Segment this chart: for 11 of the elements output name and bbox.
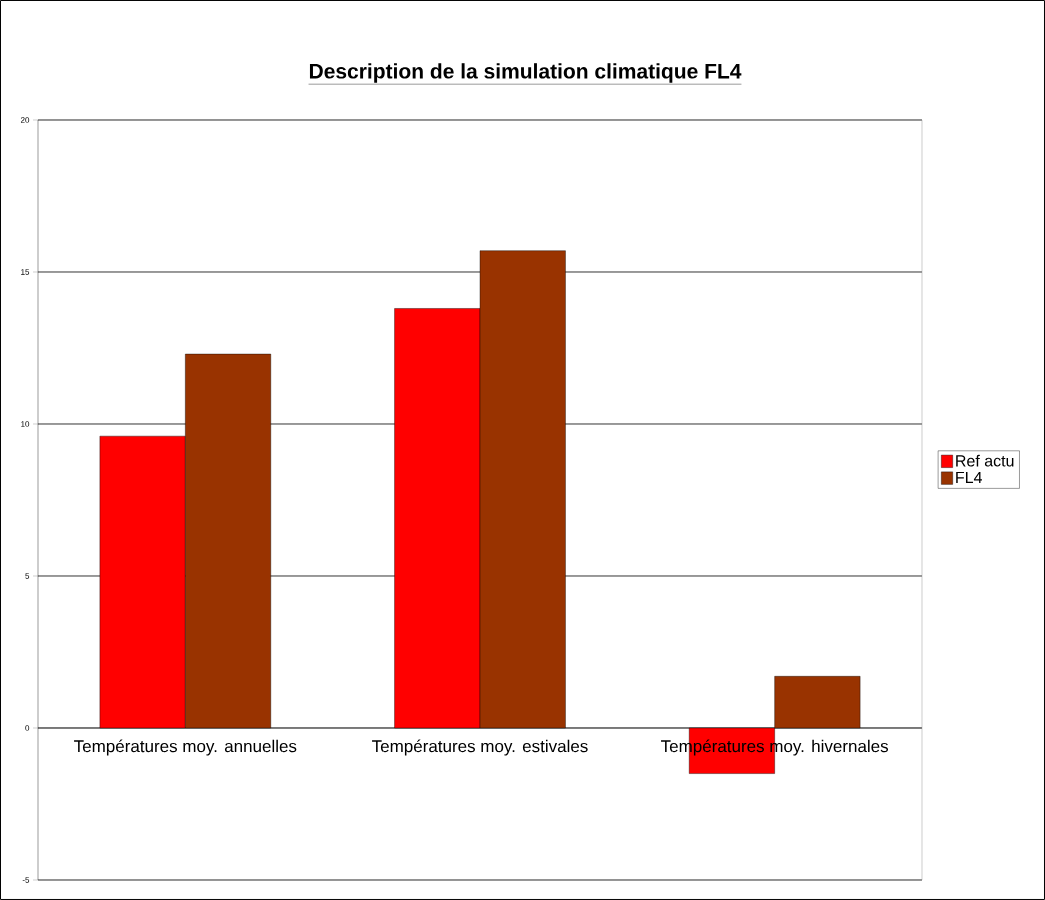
legend-label: Ref actu [956, 454, 1014, 467]
y-tick-label: -5 [22, 877, 30, 883]
legend-label: FL4 [956, 471, 982, 483]
x-tick-label: Températures moy. annuelles [74, 739, 297, 756]
y-tick-label: 20 [20, 117, 30, 123]
y-tick-label: 10 [21, 421, 30, 427]
y-tick-label: 15 [21, 269, 30, 275]
y-tick-label: 0 [25, 725, 30, 731]
chart-title: Description de la simulation climatique FL4 [309, 63, 742, 83]
y-tick-label: 5 [25, 573, 30, 579]
x-tick-label: Températures moy. estivales [372, 739, 588, 756]
